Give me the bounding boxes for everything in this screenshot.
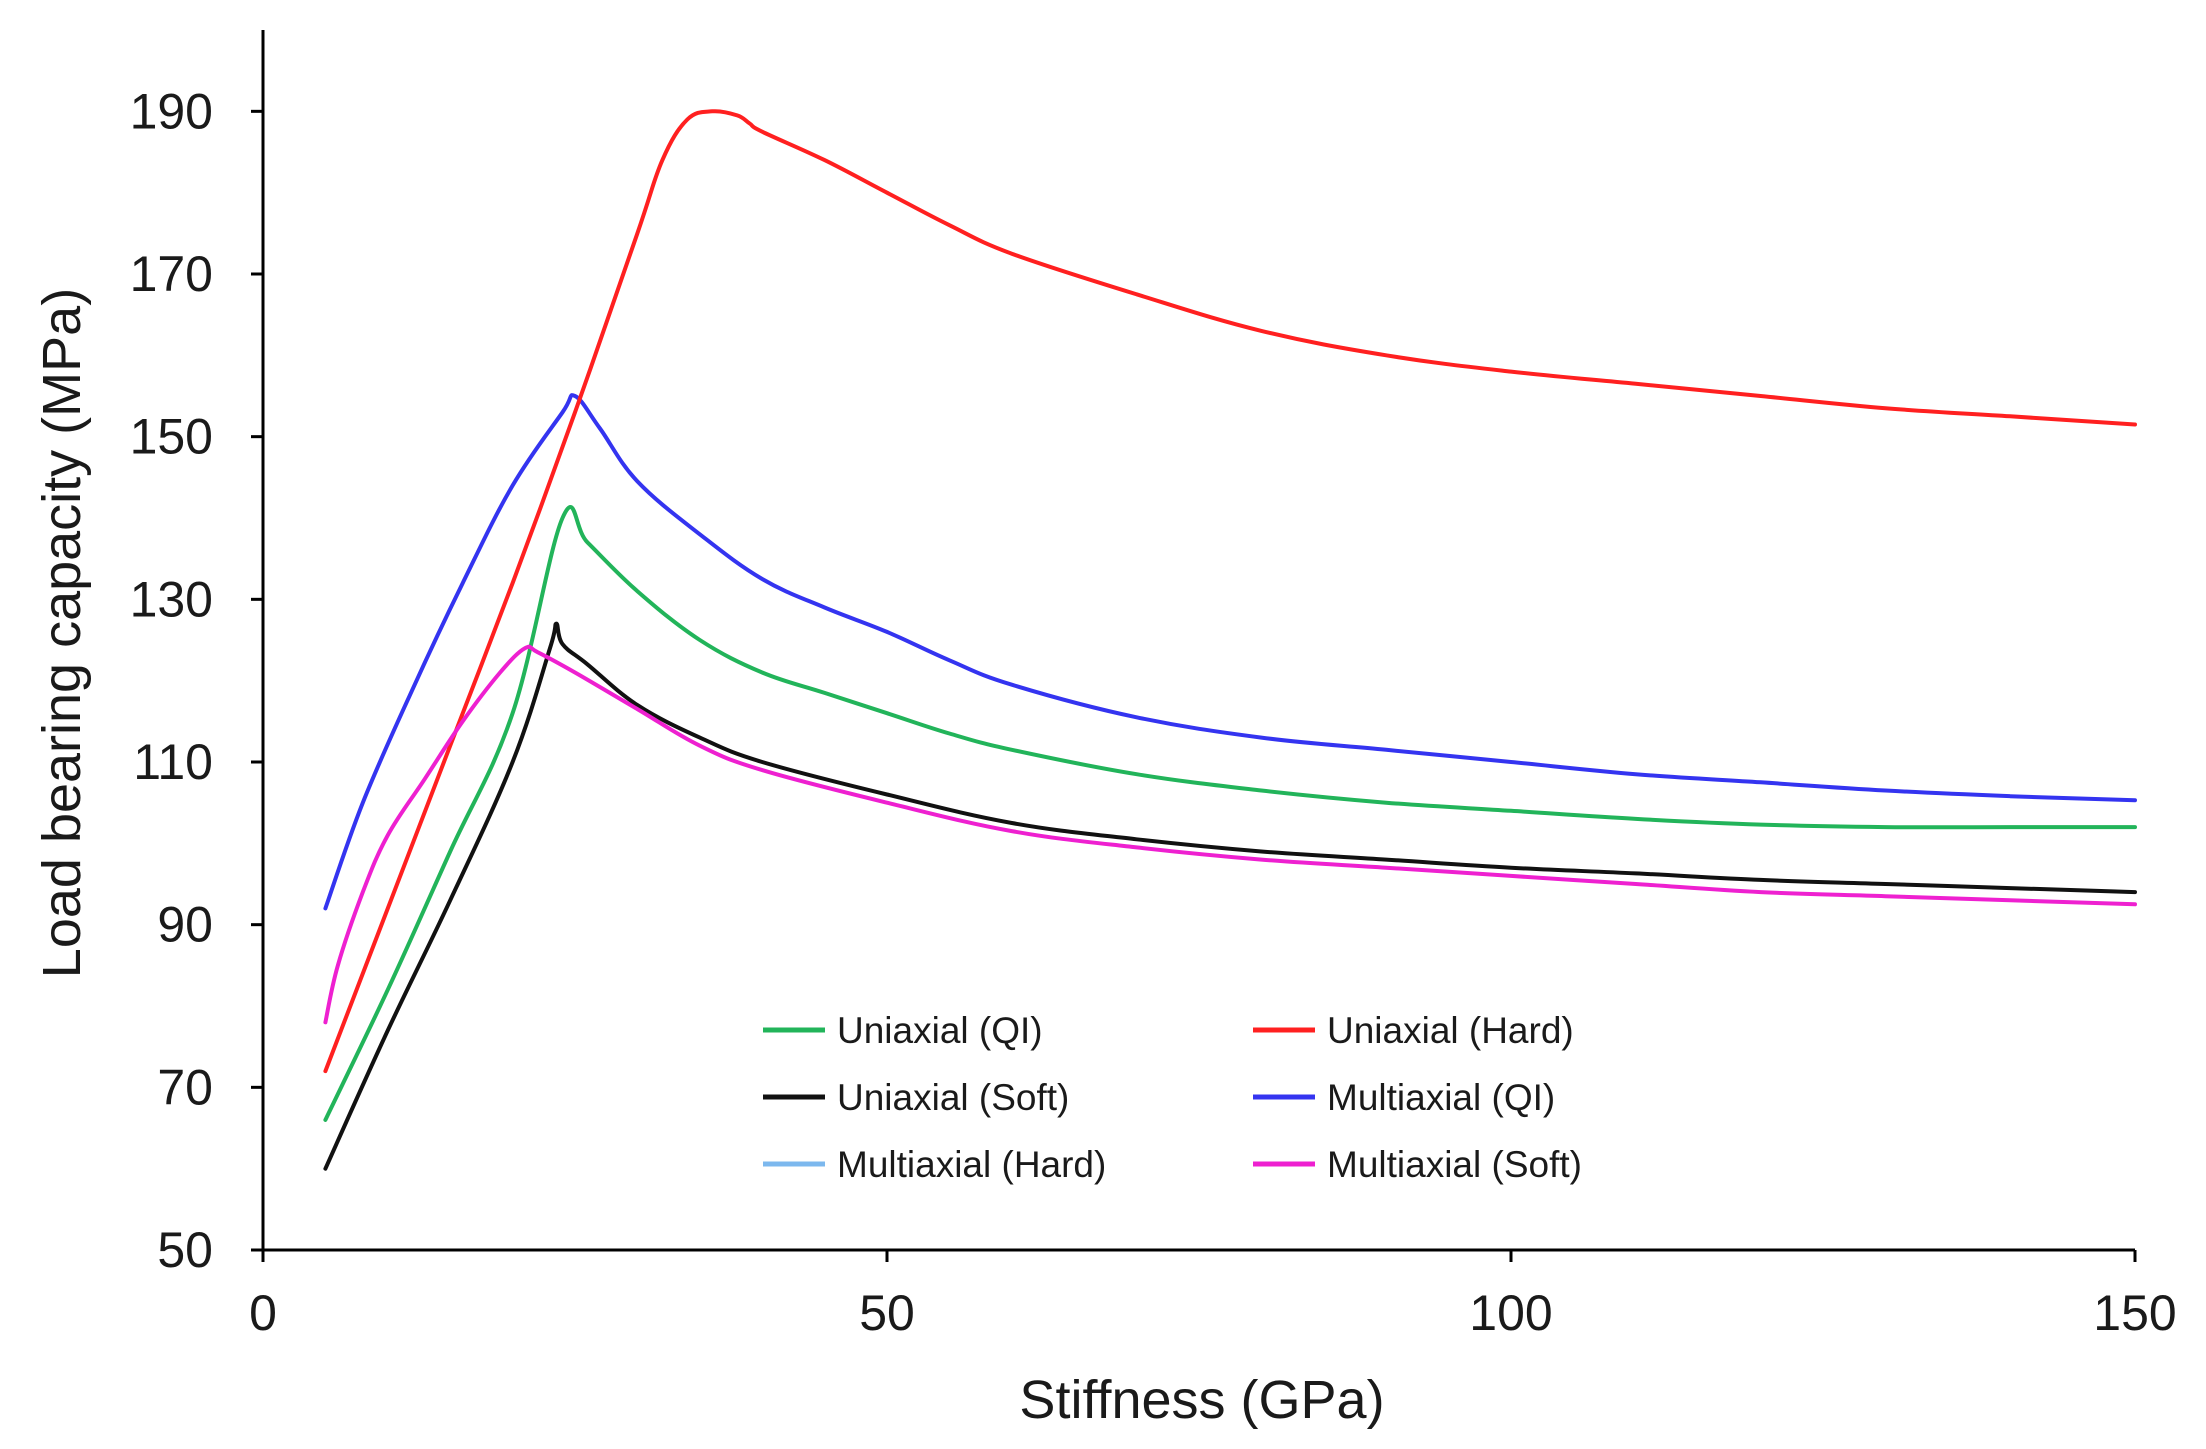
legend-label-uniaxial-qi: Uniaxial (QI) bbox=[837, 1010, 1043, 1051]
y-tick-label: 90 bbox=[157, 897, 213, 953]
x-tick-label: 100 bbox=[1469, 1285, 1552, 1341]
chart-series bbox=[323, 109, 2137, 1171]
chart-ticks: 0 50 100 150 50 70 90 110 130 150 170 190 bbox=[130, 83, 2177, 1341]
legend-label-uniaxial-soft: Uniaxial (Soft) bbox=[837, 1077, 1069, 1118]
series-line-uniaxial-hard bbox=[323, 109, 2137, 1074]
legend-label-uniaxial-hard: Uniaxial (Hard) bbox=[1327, 1010, 1574, 1051]
y-tick-label: 190 bbox=[130, 83, 213, 139]
x-tick-label: 150 bbox=[2093, 1285, 2176, 1341]
legend-label-multiaxial-qi: Multiaxial (QI) bbox=[1327, 1077, 1555, 1118]
legend-label-multiaxial-soft: Multiaxial (Soft) bbox=[1327, 1144, 1582, 1185]
series-line-multiaxial-soft bbox=[323, 644, 2137, 1025]
x-axis-title: Stiffness (GPa) bbox=[1019, 1370, 1384, 1430]
x-tick-label: 50 bbox=[859, 1285, 915, 1341]
y-tick-label: 150 bbox=[130, 409, 213, 465]
legend-label-multiaxial-hard: Multiaxial (Hard) bbox=[837, 1144, 1106, 1185]
series-line-uniaxial-qi bbox=[323, 505, 2137, 1122]
y-tick-label: 130 bbox=[130, 571, 213, 627]
y-tick-label: 170 bbox=[130, 246, 213, 302]
y-tick-label: 70 bbox=[157, 1059, 213, 1115]
x-tick-label: 0 bbox=[249, 1285, 277, 1341]
chart-legend: Uniaxial (QI) Uniaxial (Hard) Uniaxial (So… bbox=[763, 1010, 1582, 1185]
chart-axes bbox=[261, 30, 2135, 1252]
y-tick-label: 50 bbox=[157, 1222, 213, 1278]
y-tick-label: 110 bbox=[133, 734, 213, 790]
series-line-uniaxial-soft bbox=[323, 621, 2137, 1171]
y-axis-title: Load bearing capacity (MPa) bbox=[32, 288, 92, 978]
series-line-multiaxial-qi bbox=[323, 393, 2137, 911]
